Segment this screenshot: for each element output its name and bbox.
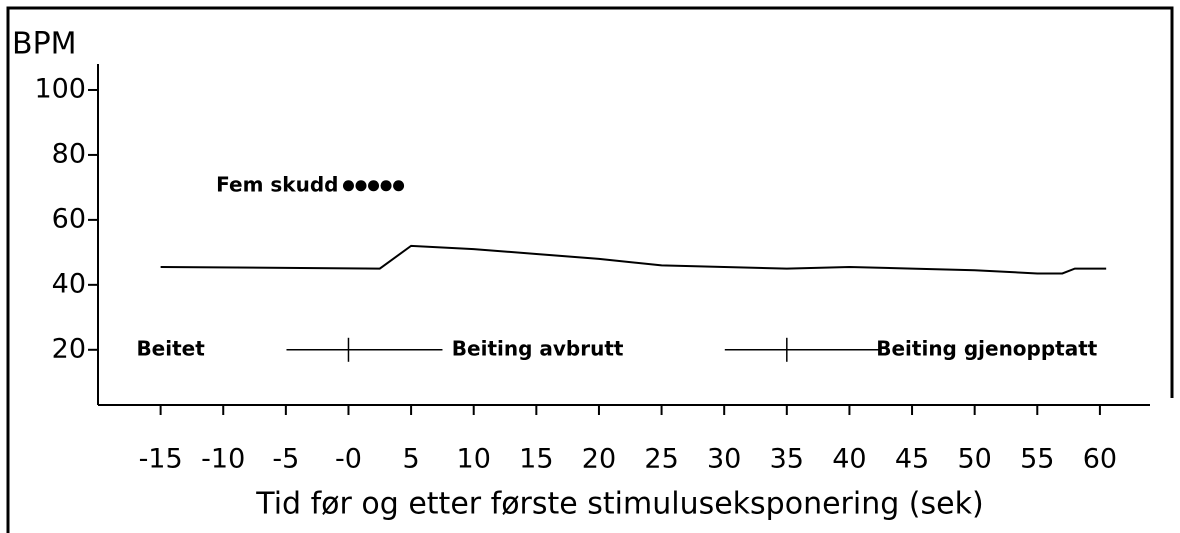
shot-dot	[368, 180, 380, 192]
x-tick-label: 60	[1083, 444, 1117, 475]
shots-label: Fem skudd	[216, 172, 338, 196]
x-tick-label: 55	[1020, 444, 1054, 475]
shot-dot	[355, 180, 367, 192]
phase-label: Beitet	[136, 336, 205, 360]
shot-dot	[342, 180, 354, 192]
x-tick-label: 10	[457, 444, 491, 475]
x-tick-label: -15	[139, 444, 183, 475]
x-tick-label: 35	[770, 444, 804, 475]
phase-label: Beiting avbrutt	[452, 336, 624, 360]
x-tick-label: -0	[335, 444, 362, 475]
x-tick-label: 15	[519, 444, 553, 475]
x-tick-label: 45	[895, 444, 929, 475]
y-axis-label: BPM	[12, 27, 77, 62]
shot-dot	[380, 180, 392, 192]
y-tick-label: 40	[52, 268, 86, 299]
x-tick-label: 40	[832, 444, 866, 475]
line	[160, 244, 1107, 275]
x-tick-label: 30	[707, 444, 741, 475]
y-tick-label: 60	[52, 203, 86, 234]
shot-dot	[393, 180, 405, 192]
phase-label: Beiting gjenopptatt	[876, 336, 1098, 360]
x-tick-label: 5	[403, 444, 420, 475]
x-tick-label: -10	[201, 444, 245, 475]
y-tick-label: 20	[52, 333, 86, 364]
x-tick-label: 50	[957, 444, 991, 475]
y-tick-label: 80	[52, 138, 86, 169]
x-tick-label: 25	[644, 444, 678, 475]
x-tick-label: -5	[272, 444, 299, 475]
y-tick-label: 100	[34, 73, 86, 104]
frame	[6, 6, 1174, 533]
x-tick-label: 20	[582, 444, 616, 475]
x-axis-label: Tid før og etter første stimuluseksponer…	[255, 487, 983, 522]
